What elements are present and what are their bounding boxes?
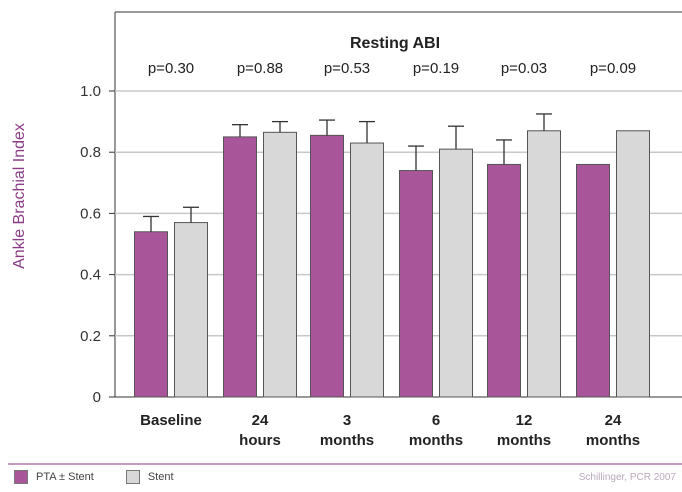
chart-title: Resting ABI: [350, 35, 440, 52]
bar-pta: [487, 163, 521, 398]
footer-divider: [8, 463, 682, 465]
x-tick-label: 24: [252, 412, 269, 429]
y-tick-label: 0: [93, 389, 101, 406]
bar-pta: [134, 231, 168, 398]
legend-item-pta: PTA ± Stent: [14, 470, 94, 484]
bar-pta: [576, 163, 610, 398]
bar-stent: [527, 130, 561, 398]
x-tick-label: months: [409, 432, 463, 449]
y-tick-label: 0.4: [80, 267, 101, 284]
bar-stent: [350, 142, 384, 398]
bar-stent: [263, 131, 297, 398]
legend: PTA ± Stent Stent: [14, 470, 198, 484]
y-tick-label: 0.6: [80, 205, 101, 222]
bar-pta: [399, 170, 433, 398]
x-tick-label: 12: [516, 412, 533, 429]
x-tick-label: 24: [605, 412, 622, 429]
p-value-label: p=0.88: [237, 60, 283, 77]
x-tick-label: Baseline: [140, 412, 202, 429]
p-value-label: p=0.53: [324, 60, 370, 77]
bar-chart: 0 0.2 0.4 0.6 0.8 1.0 Ankle Brachial Index Rest…: [11, 11, 682, 449]
legend-item-stent: Stent: [125, 470, 174, 484]
bar-stent: [439, 148, 473, 398]
x-tick-label: 3: [343, 412, 351, 429]
legend-swatch-stent: [125, 470, 140, 484]
y-tick-label: 0.8: [80, 144, 101, 161]
bar-stent: [174, 222, 208, 398]
bar-pta: [223, 136, 257, 398]
bar-stent: [616, 130, 650, 398]
x-tick-label: months: [320, 432, 374, 449]
legend-label-stent: Stent: [147, 471, 174, 483]
x-tick-label: hours: [239, 432, 281, 449]
x-tick-label: months: [586, 432, 640, 449]
p-value-label: p=0.09: [590, 60, 636, 77]
p-value-label: p=0.03: [501, 60, 547, 77]
bar-pta: [310, 134, 344, 398]
p-value-label: p=0.30: [148, 60, 194, 77]
y-axis-label: Ankle Brachial Index: [11, 123, 28, 269]
legend-swatch-pta: [14, 470, 28, 484]
legend-label-pta: PTA ± Stent: [36, 471, 94, 483]
y-tick-label: 1.0: [80, 83, 101, 100]
x-tick-label: 6: [432, 412, 440, 429]
x-tick-label: months: [497, 432, 551, 449]
p-value-label: p=0.19: [413, 60, 459, 77]
y-tick-label: 0.2: [80, 328, 101, 345]
source-credit: Schillinger, PCR 2007: [578, 472, 676, 483]
